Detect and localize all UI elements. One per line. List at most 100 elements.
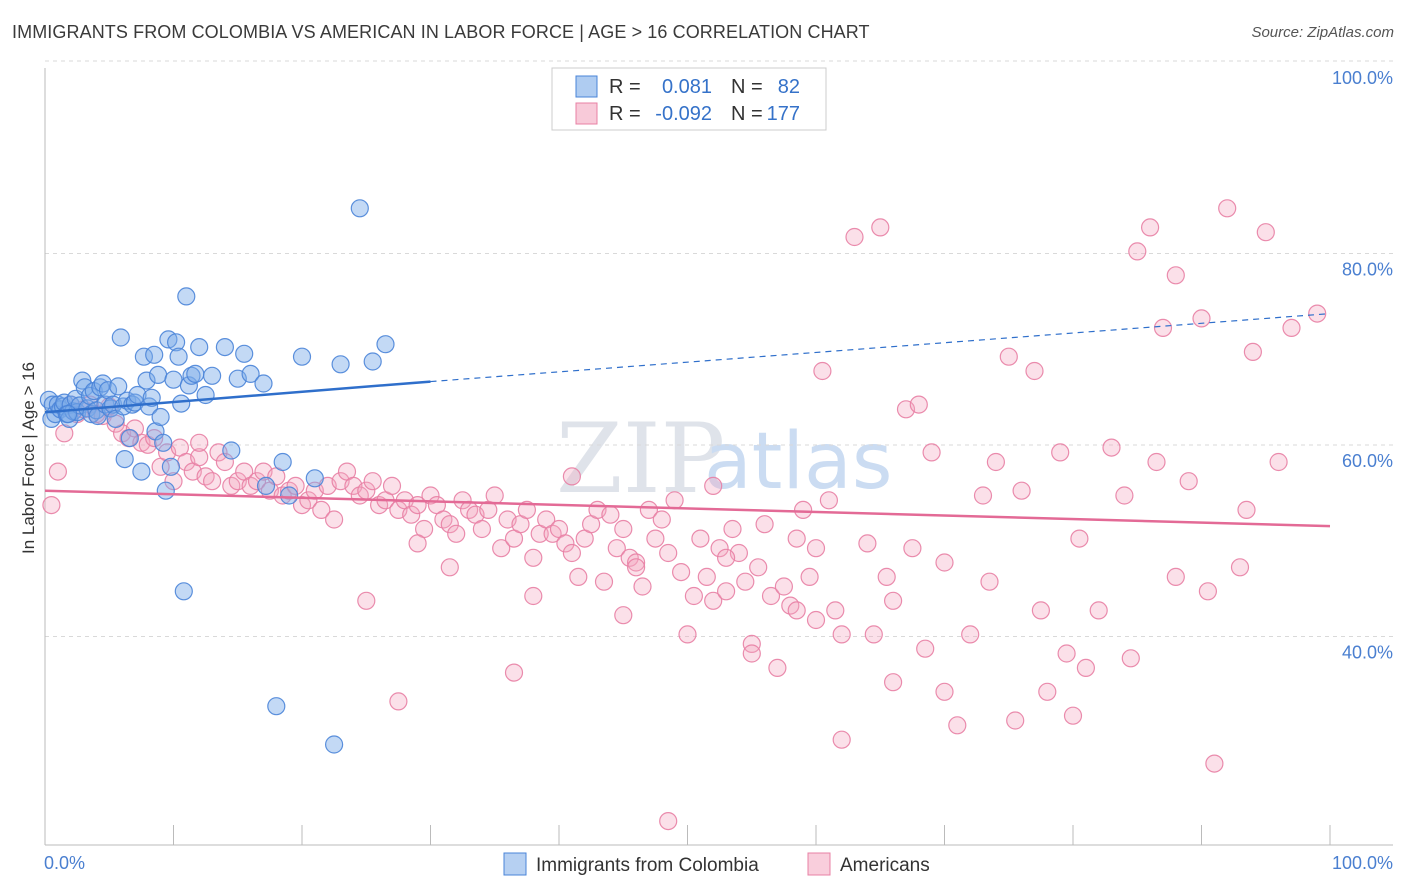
colombia-point (215, 338, 234, 357)
americans-point (485, 486, 504, 505)
americans-point (871, 218, 890, 237)
americans-point (883, 673, 903, 692)
americans-point (832, 625, 851, 644)
stats-n-label: N = (731, 76, 763, 98)
americans-point (453, 491, 472, 510)
colombia-point (169, 347, 188, 366)
americans-point (421, 486, 440, 505)
americans-point (1089, 601, 1108, 620)
americans-point (440, 558, 459, 577)
colombia-point (186, 364, 205, 383)
series-legend-swatch (807, 852, 831, 876)
americans-point (1006, 711, 1025, 730)
americans-point (845, 227, 864, 247)
americans-point (684, 586, 704, 606)
stats-legend-swatch (575, 75, 598, 98)
colombia-point (58, 405, 78, 424)
americans-point (42, 496, 61, 515)
colombia-point (154, 433, 173, 452)
colombia-point (120, 429, 139, 448)
colombia-point (363, 352, 382, 371)
colombia-point (350, 199, 369, 218)
colombia-point (331, 355, 350, 374)
americans-point (973, 486, 993, 505)
americans-point (980, 572, 999, 591)
americans-point (877, 567, 896, 587)
americans-point (948, 716, 967, 735)
americans-point (389, 692, 408, 711)
americans-point (1070, 529, 1089, 548)
colombia-point (241, 364, 260, 383)
americans-point (1051, 443, 1070, 462)
colombia-point (325, 735, 344, 754)
americans-point (357, 591, 376, 610)
americans-trend (44, 489, 1331, 528)
americans-point (916, 639, 935, 658)
americans-point (402, 505, 421, 524)
americans-point (646, 529, 665, 548)
stats-r-value: -0.092 (655, 103, 712, 125)
y-tick-labels: 100.0% 80.0% 60.0% 40.0% (1332, 68, 1393, 663)
americans-point (800, 567, 819, 587)
americans-point (749, 558, 768, 577)
americans-point (1102, 438, 1121, 457)
americans-point (55, 424, 74, 443)
americans-point (556, 534, 575, 553)
americans-point (652, 510, 671, 529)
colombia-point (151, 407, 170, 427)
americans-point (678, 625, 697, 644)
americans-point (1121, 649, 1140, 668)
colombia-point (280, 486, 299, 505)
colombia-point (109, 377, 128, 396)
colombia-point (164, 370, 183, 389)
colombia-point (75, 378, 94, 397)
americans-point (447, 524, 466, 543)
americans-point (1115, 486, 1134, 505)
americans-point (504, 663, 524, 682)
colombia-point (273, 452, 292, 472)
colombia-point (172, 394, 191, 413)
y-tick-label: 100.0% (1332, 68, 1393, 88)
americans-point (569, 567, 588, 587)
americans-point (935, 553, 954, 572)
stats-legend-swatch (575, 102, 598, 125)
americans-point (190, 448, 209, 467)
trend-lines (44, 312, 1331, 528)
stats-legend-box (551, 67, 827, 131)
americans-point (164, 472, 183, 491)
americans-point (524, 548, 543, 567)
colombia-point (137, 371, 156, 390)
americans-point (626, 558, 646, 577)
americans-point (1025, 361, 1044, 381)
americans-point (626, 553, 646, 572)
stats-n-label: N = (731, 103, 763, 125)
chart-source: Source: ZipAtlas.com (1251, 24, 1394, 41)
americans-point (1282, 318, 1301, 337)
series-legend-label: Immigrants from Colombia (536, 855, 759, 876)
americans-point (665, 491, 684, 510)
americans-point (1057, 644, 1076, 663)
americans-point (710, 539, 729, 558)
americans-point (935, 682, 954, 701)
americans-point (716, 582, 736, 601)
colombia-point (203, 366, 222, 385)
americans-point (787, 529, 806, 548)
colombia-point (111, 328, 130, 347)
colombia-point (256, 476, 276, 495)
colombia-point (222, 441, 241, 460)
americans-point (1166, 266, 1185, 285)
americans-point (1243, 342, 1263, 361)
colombia-trend-solid (44, 380, 431, 414)
americans-point (1140, 218, 1160, 237)
americans-point (1308, 304, 1327, 323)
americans-point (864, 625, 883, 644)
americans-point (1031, 601, 1051, 620)
chart-title: IMMIGRANTS FROM COLOMBIA VS AMERICAN IN … (12, 22, 870, 42)
colombia-point (267, 697, 286, 716)
americans-point (215, 452, 234, 472)
americans-point (659, 811, 678, 831)
americans-point (922, 443, 941, 462)
americans-point (408, 534, 427, 553)
colombia-point (190, 338, 209, 357)
colombia-point (87, 401, 106, 420)
